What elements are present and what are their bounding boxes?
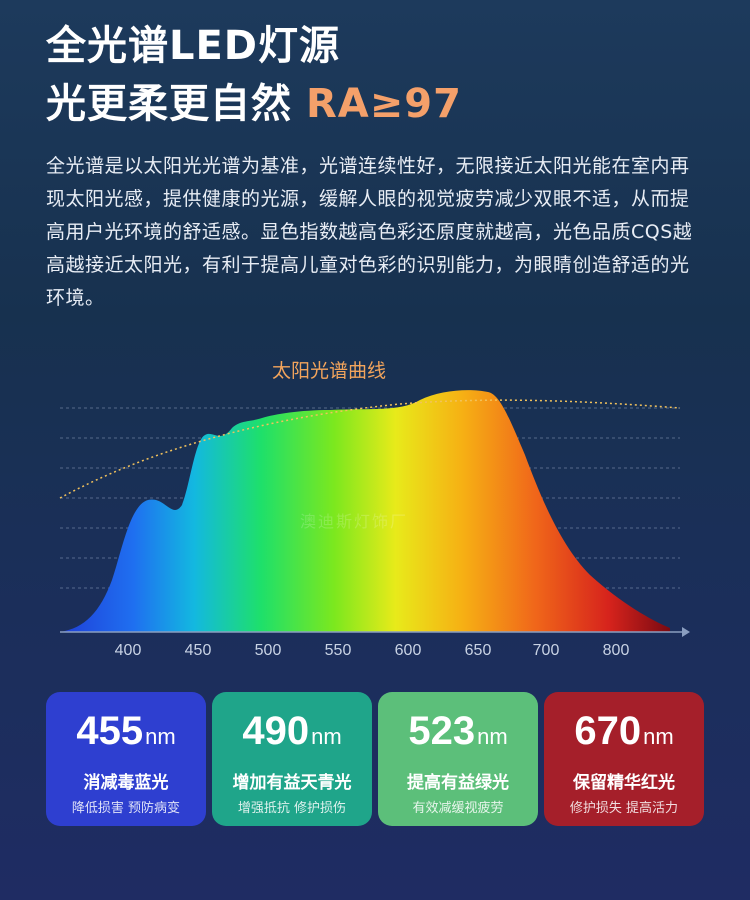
- card-subtitle: 降低损害 预防病变: [71, 801, 181, 816]
- card-subtitle: 有效减缓视疲劳: [412, 801, 504, 816]
- spectrum-area: [60, 390, 670, 632]
- x-tick-label: 650: [464, 642, 492, 659]
- title-line-1: 全光谱LED灯源: [46, 23, 341, 69]
- description: 全光谱是以太阳光光谱为基准，光谱连续性好，无限接近太阳光能在室内再现太阳光感，提…: [46, 155, 693, 309]
- card-title: 增加有益天青光: [232, 773, 352, 793]
- card-value: 455: [76, 709, 144, 753]
- x-tick-label: 600: [394, 642, 422, 659]
- card-unit: nm: [145, 724, 176, 749]
- card-unit: nm: [643, 724, 674, 749]
- card-unit: nm: [311, 724, 342, 749]
- card-value: 523: [408, 709, 476, 753]
- card-670: 670nm 保留精华红光 修护损失 提高活力: [544, 692, 704, 826]
- x-tick-label: 400: [114, 642, 142, 659]
- card-value: 490: [242, 709, 310, 753]
- title-line-2-text: 光更柔更自然: [46, 81, 292, 127]
- x-tick-label: 550: [324, 642, 352, 659]
- x-tick-label: 700: [532, 642, 560, 659]
- card-title: 保留精华红光: [573, 773, 675, 793]
- card-455: 455nm 消减毒蓝光 降低损害 预防病变: [46, 692, 206, 826]
- card-subtitle: 增强抵抗 修护损伤: [237, 801, 347, 816]
- card-490: 490nm 增加有益天青光 增强抵抗 修护损伤: [212, 692, 372, 826]
- title-line-2: 光更柔更自然 RA≥97: [46, 78, 462, 130]
- ra-value: RA≥97: [306, 81, 462, 127]
- spectrum-chart: [59, 390, 690, 637]
- chart-title: 太阳光谱曲线: [272, 360, 387, 382]
- card-title: 提高有益绿光: [407, 773, 509, 793]
- card-unit: nm: [477, 724, 508, 749]
- card-title: 消减毒蓝光: [83, 773, 169, 793]
- x-tick-label: 450: [184, 642, 212, 659]
- x-tick-label: 800: [602, 642, 630, 659]
- x-tick-label: 500: [254, 642, 282, 659]
- card-523: 523nm 提高有益绿光 有效减缓视疲劳: [378, 692, 538, 826]
- card-value: 670: [574, 709, 642, 753]
- watermark: 澳迪斯灯饰厂: [300, 512, 409, 531]
- card-subtitle: 修护损失 提高活力: [569, 801, 679, 816]
- x-axis-arrow: [682, 627, 690, 637]
